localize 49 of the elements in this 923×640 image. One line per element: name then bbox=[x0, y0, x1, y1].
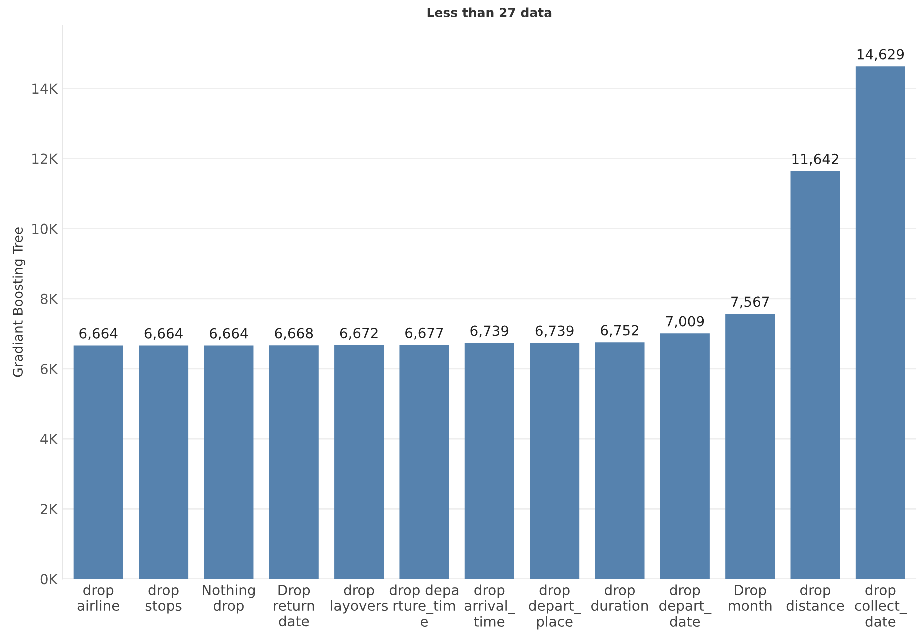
x-tick-label: drop depa rture_tim e bbox=[390, 584, 459, 627]
data-label: 6,677 bbox=[406, 328, 444, 340]
x-tick-label: drop airline bbox=[78, 584, 120, 612]
bar bbox=[726, 314, 776, 580]
x-tick-label: drop arrival_ time bbox=[464, 584, 516, 627]
data-label: 6,739 bbox=[536, 326, 574, 338]
bar bbox=[74, 346, 124, 580]
x-tick-label: drop duration bbox=[592, 584, 648, 612]
x-tick-label: Drop return date bbox=[274, 585, 314, 627]
x-tick-label: drop collect_ date bbox=[855, 584, 908, 627]
y-tick-label: 8K bbox=[40, 294, 58, 304]
data-label: 6,672 bbox=[340, 328, 378, 340]
y-axis-title: Gradiant Boosting Tree bbox=[12, 228, 26, 378]
x-tick-label: drop depart_ date bbox=[660, 584, 712, 627]
data-label: 6,739 bbox=[470, 326, 509, 338]
y-tick-label: 12K bbox=[32, 154, 58, 164]
y-tick-label: 6K bbox=[40, 364, 58, 374]
bar bbox=[595, 342, 645, 580]
bar bbox=[204, 346, 254, 580]
data-label: 7,009 bbox=[666, 316, 704, 328]
data-label: 7,567 bbox=[732, 296, 770, 309]
bar bbox=[269, 346, 319, 580]
data-label: 6,664 bbox=[80, 328, 118, 340]
x-tick-label: drop layovers bbox=[331, 584, 388, 614]
data-label: 14,629 bbox=[858, 49, 904, 62]
y-tick-label: 4K bbox=[40, 434, 58, 444]
bar bbox=[856, 66, 906, 580]
bar bbox=[464, 343, 514, 580]
x-tick-label: drop distance bbox=[786, 584, 844, 612]
y-tick-label: 0K bbox=[40, 574, 58, 585]
data-label: 6,752 bbox=[601, 325, 638, 338]
bar bbox=[334, 345, 384, 580]
bar bbox=[790, 171, 840, 580]
y-tick-label: 14K bbox=[32, 84, 58, 94]
data-label: 6,664 bbox=[144, 328, 183, 340]
data-label: 6,664 bbox=[210, 328, 248, 340]
data-label: 11,642 bbox=[792, 154, 838, 166]
bar bbox=[660, 334, 710, 580]
bar bbox=[530, 343, 580, 580]
data-label: 6,668 bbox=[275, 328, 314, 340]
x-tick-label: drop depart_ place bbox=[529, 584, 582, 630]
x-tick-label: Nothing drop bbox=[203, 584, 255, 614]
bar bbox=[400, 345, 450, 580]
y-tick-label: 2K bbox=[40, 504, 58, 514]
x-tick-label: drop stops bbox=[146, 584, 182, 614]
y-tick-label: 10K bbox=[32, 224, 58, 234]
x-tick-label: Drop month bbox=[729, 585, 772, 612]
bar bbox=[139, 346, 189, 580]
chart-title: Less than 27 data bbox=[428, 8, 552, 18]
